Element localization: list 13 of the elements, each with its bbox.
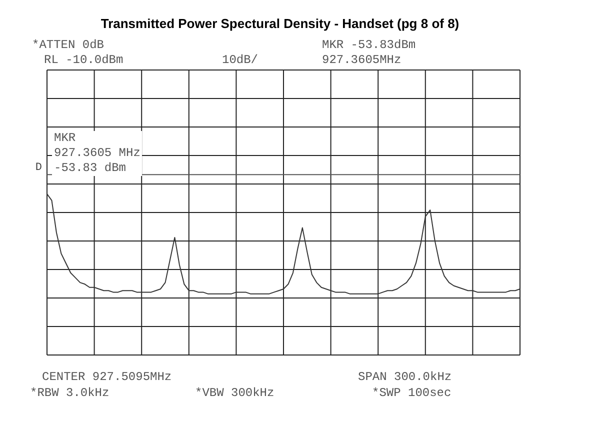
text: CENTER 927.5095MHz: [42, 370, 172, 384]
text: MKR 927.3605 MHz -53.83 dBm: [52, 131, 142, 176]
text: *VBW 300kHz: [195, 386, 274, 400]
text: RL -10.0dBm: [44, 53, 124, 67]
text: MKR -53.83dBm: [322, 38, 416, 52]
chart-title: Transmitted Power Spectural Density - Handset (pg 8 of 8): [100, 16, 460, 31]
text: 927.3605MHz: [322, 53, 402, 67]
text: *ATTEN 0dB: [32, 38, 104, 52]
text: *RBW 3.0kHz: [30, 386, 110, 400]
text: SPAN 300.0kHz: [358, 370, 452, 384]
text: *SWP 100sec: [372, 386, 452, 400]
ref-line-label: D: [35, 162, 42, 174]
text: 10dB/: [222, 53, 258, 67]
